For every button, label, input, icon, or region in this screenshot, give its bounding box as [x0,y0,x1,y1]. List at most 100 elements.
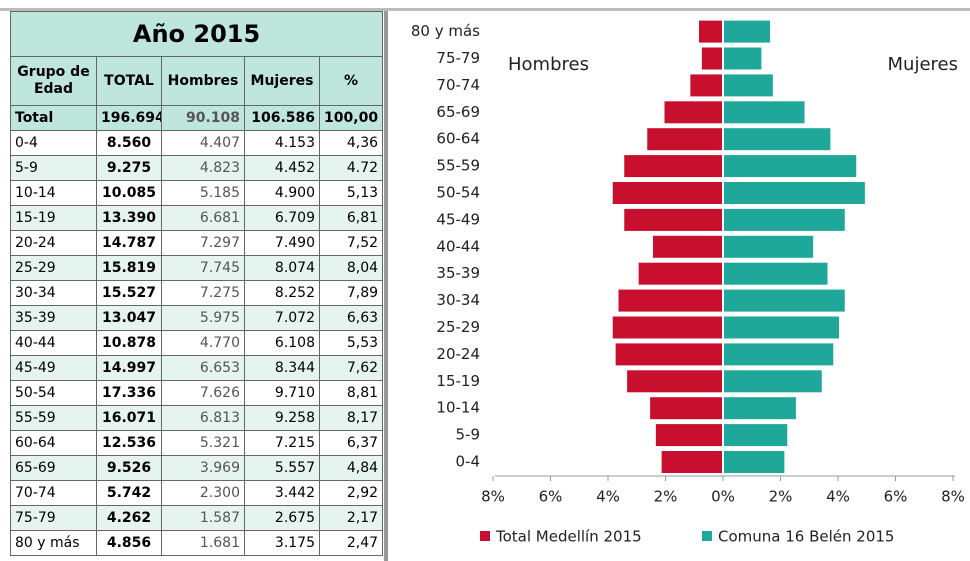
bar [724,289,845,312]
bar [724,20,770,43]
bar [655,424,722,447]
bar [661,451,722,473]
table-cell: 6.108 [244,330,320,356]
table-row: Total 196.694 90.108 106.586 100,00 [10,105,384,131]
table-cell: 9.275 [96,155,162,181]
x-tick-label: 8% [941,488,965,506]
category-label: 15-19 [436,372,480,390]
table-cell: 7.626 [161,380,245,406]
bar [724,262,828,285]
bar [724,370,822,393]
table-cell: 8,81 [318,380,384,406]
x-tick-label: 6% [539,488,563,506]
bar [615,343,722,366]
table-cell: 7.215 [244,430,320,456]
category-label: 80 y más [411,22,480,40]
table-cell: 7.745 [161,255,245,281]
category-label: 70-74 [436,76,480,94]
table-cell: 100,00 [318,105,384,131]
x-tick-label: 6% [884,488,908,506]
bar [724,74,773,97]
column-header: Grupo de Edad [10,56,97,106]
bar [724,397,796,420]
table-cell: 5.321 [161,430,245,456]
table-cell: 7,52 [318,230,384,256]
table-cell: 3.175 [244,530,320,556]
table-cell: 6.813 [161,405,245,431]
table-cell: 7.275 [161,280,245,306]
table-row: 30-34 15.527 7.275 8.252 7,89 [10,280,384,306]
category-label: 25-29 [436,318,480,336]
table-cell: 8.344 [244,355,320,381]
category-label: 5-9 [456,426,481,444]
table-cell: 3.969 [161,455,245,481]
table-cell: 5,13 [318,180,384,206]
table-row: 40-44 10.878 4.770 6.108 5,53 [10,330,384,356]
x-tick-label: 2% [769,488,793,506]
table-row: 55-59 16.071 6.813 9.258 8,17 [10,405,384,431]
category-label: 35-39 [436,264,480,282]
bar [724,343,834,366]
table-cell: 6.653 [161,355,245,381]
top-rule [0,8,970,11]
table-cell: 2,17 [318,505,384,531]
category-label: 20-24 [436,345,480,363]
table-cell: 14.787 [96,230,162,256]
bar [701,47,722,70]
table-cell: 90.108 [161,105,245,131]
bar [724,208,845,231]
table-cell: 15-19 [10,205,97,231]
bar [624,155,722,178]
title-row: Año 2015 [9,11,384,57]
table-row: 5-9 9.275 4.823 4.452 4.72 [10,155,384,181]
table-cell: 25-29 [10,255,97,281]
table-cell: 4.823 [161,155,245,181]
bar [650,397,722,420]
x-tick-label: 0% [711,488,735,506]
category-label: 10-14 [436,399,480,417]
category-label: 75-79 [436,49,480,67]
table-row: 75-79 4.262 1.587 2.675 2,17 [10,505,384,531]
table-row: 45-49 14.997 6.653 8.344 7,62 [10,355,384,381]
bar [724,316,839,339]
table-cell: 4,36 [318,130,384,156]
column-header: Mujeres [244,56,320,106]
x-tick-label: 8% [481,488,505,506]
table-row: 50-54 17.336 7.626 9.710 8,81 [10,380,384,406]
table-cell: 1.681 [161,530,245,556]
legend-label: Total Medellín 2015 [495,528,642,546]
table-cell: 5-9 [10,155,97,181]
category-label: 50-54 [436,184,480,202]
bar [724,47,762,70]
bar [724,235,814,258]
bar [618,289,722,312]
table-cell: 7,89 [318,280,384,306]
table-cell: 17.336 [96,380,162,406]
bar [612,316,722,339]
bar [724,101,805,124]
bar [653,235,722,258]
table-cell: 6,81 [318,205,384,231]
category-label: 60-64 [436,130,480,148]
bar [699,20,722,43]
bar [624,208,722,231]
table-cell: 4.856 [96,530,162,556]
category-label: 45-49 [436,210,480,228]
table-row: 15-19 13.390 6.681 6.709 6,81 [10,205,384,231]
table-cell: Total [10,105,97,131]
table-row: 80 y más 4.856 1.681 3.175 2,47 [10,530,384,556]
age-table: Año 2015 Grupo de Edad TOTAL Hombres Mujeres… [9,11,384,556]
table-cell: 4.770 [161,330,245,356]
table-cell: 9.258 [244,405,320,431]
table-row: 10-14 10.085 5.185 4.900 5,13 [10,180,384,206]
table-cell: 9.526 [96,455,162,481]
table-cell: 10.878 [96,330,162,356]
table-cell: 12.536 [96,430,162,456]
legend-label: Comuna 16 Belén 2015 [718,528,894,546]
bar [664,101,722,124]
bar [638,262,722,285]
table-cell: 106.586 [244,105,320,131]
column-header: Hombres [161,56,245,106]
bar [612,182,722,204]
